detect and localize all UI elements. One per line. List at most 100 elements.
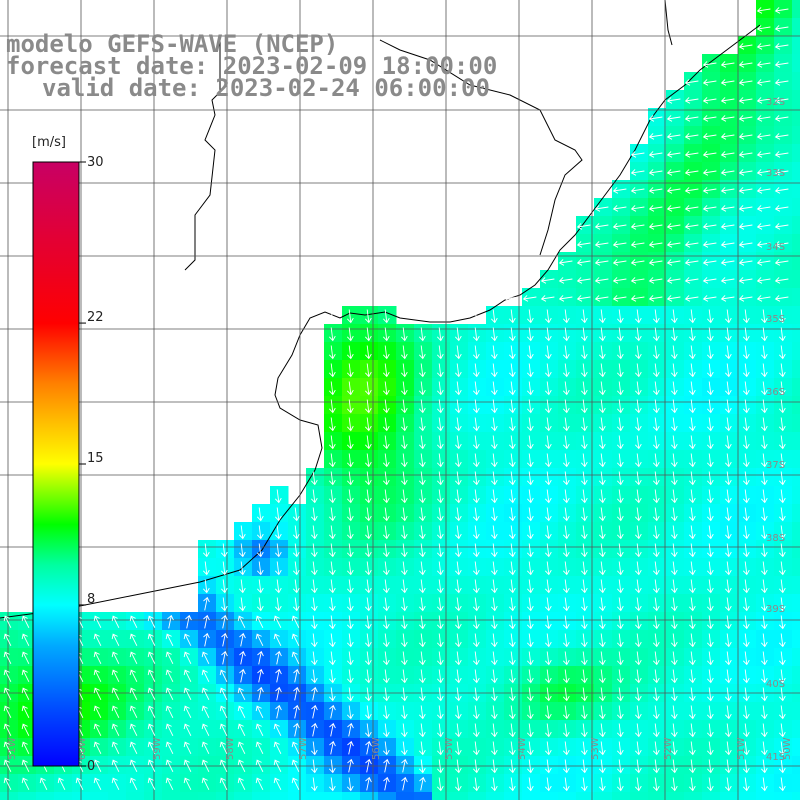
wind-arrow — [778, 579, 786, 594]
wind-arrow — [760, 345, 768, 360]
wind-arrow — [165, 705, 174, 719]
grid-cell — [360, 576, 379, 595]
grid-cell — [144, 720, 163, 739]
wind-arrow — [666, 151, 681, 158]
wind-arrow — [310, 597, 318, 612]
grid-cell — [702, 576, 721, 595]
wind-arrow — [634, 525, 642, 540]
wind-arrow — [756, 133, 771, 140]
grid-cell — [792, 702, 800, 721]
wind-arrow — [634, 579, 642, 594]
grid-cell — [756, 450, 775, 469]
wind-arrow — [616, 309, 624, 324]
wind-arrow — [706, 345, 714, 360]
wind-arrow — [666, 241, 681, 248]
grid-cell — [612, 612, 631, 631]
wind-arrow — [616, 579, 624, 594]
grid-cell — [108, 666, 127, 685]
grid-cell — [702, 702, 721, 721]
grid-cell — [558, 486, 577, 505]
grid-cell — [594, 576, 613, 595]
grid-cell — [738, 414, 757, 433]
wind-arrow — [472, 399, 480, 414]
wind-arrow — [21, 651, 30, 665]
grid-cell — [324, 756, 343, 775]
grid-cell — [756, 738, 775, 757]
wind-arrow — [346, 687, 354, 702]
wind-arrow — [724, 453, 732, 468]
wind-arrow — [652, 435, 660, 450]
wind-arrow — [598, 507, 606, 522]
wind-arrow — [275, 686, 282, 701]
wind-arrow — [256, 597, 264, 612]
grid-cell — [720, 612, 739, 631]
wind-arrow — [544, 741, 552, 756]
wind-arrow — [273, 723, 282, 737]
wind-arrow — [292, 597, 300, 612]
wind-arrow — [756, 97, 771, 104]
wind-arrow — [742, 417, 750, 432]
grid-cell — [396, 450, 415, 469]
wind-arrow — [616, 759, 624, 774]
grid-cell — [126, 702, 145, 721]
grid-cell — [576, 540, 595, 559]
wind-arrow — [562, 435, 570, 450]
grid-cell — [414, 774, 433, 793]
wind-arrow — [346, 345, 354, 360]
wind-arrow — [688, 399, 696, 414]
wind-arrow — [634, 561, 642, 576]
wind-arrow — [562, 777, 570, 792]
wind-arrow — [454, 417, 462, 432]
wind-arrow — [291, 759, 300, 773]
grid-cell — [306, 576, 325, 595]
wind-arrow — [167, 614, 174, 629]
wind-arrow — [328, 489, 336, 504]
grid-cell — [594, 414, 613, 433]
wind-arrow — [365, 776, 372, 791]
wind-arrow — [756, 241, 771, 248]
wind-arrow — [778, 363, 786, 378]
grid-cell — [684, 522, 703, 541]
grid-cell — [486, 306, 505, 325]
wind-arrow — [508, 687, 516, 702]
grid-cell — [306, 720, 325, 739]
wind-arrow — [310, 669, 318, 684]
wind-arrow — [688, 615, 696, 630]
wind-arrow — [21, 669, 30, 683]
grid-cell — [612, 702, 631, 721]
wind-arrow — [346, 507, 354, 522]
grid-cell — [576, 342, 595, 361]
wind-arrow — [292, 561, 300, 576]
grid-cell — [702, 666, 721, 685]
grid-cell — [522, 288, 541, 307]
wind-arrow — [257, 686, 264, 701]
grid-cell — [612, 198, 631, 217]
grid-cell — [486, 540, 505, 559]
wind-arrow — [183, 651, 192, 665]
grid-cell — [774, 432, 793, 451]
wind-arrow — [580, 309, 588, 324]
wind-arrow — [760, 525, 768, 540]
grid-cell — [198, 558, 217, 577]
wind-arrow — [436, 345, 444, 360]
wind-arrow — [508, 489, 516, 504]
wind-arrow — [129, 615, 138, 629]
wind-arrow — [472, 705, 480, 720]
grid-cell — [270, 720, 289, 739]
longitude-labels: 51W 60W 59W 58W 57W 56W 55W 54W 53W 52W 51W 50W — [7, 737, 793, 760]
wind-arrow — [203, 632, 210, 647]
grid-cell — [522, 612, 541, 631]
grid-cell — [396, 702, 415, 721]
wind-arrow — [760, 723, 768, 738]
wind-arrow — [616, 507, 624, 522]
grid-cell — [198, 666, 217, 685]
wind-arrow — [738, 79, 753, 86]
grid-cell — [666, 108, 685, 127]
grid-cell — [756, 180, 775, 199]
grid-cell — [702, 432, 721, 451]
wind-arrow — [382, 363, 390, 378]
grid-cell — [108, 702, 127, 721]
wind-arrow — [580, 363, 588, 378]
grid-cell — [738, 306, 757, 325]
wind-arrow — [688, 327, 696, 342]
